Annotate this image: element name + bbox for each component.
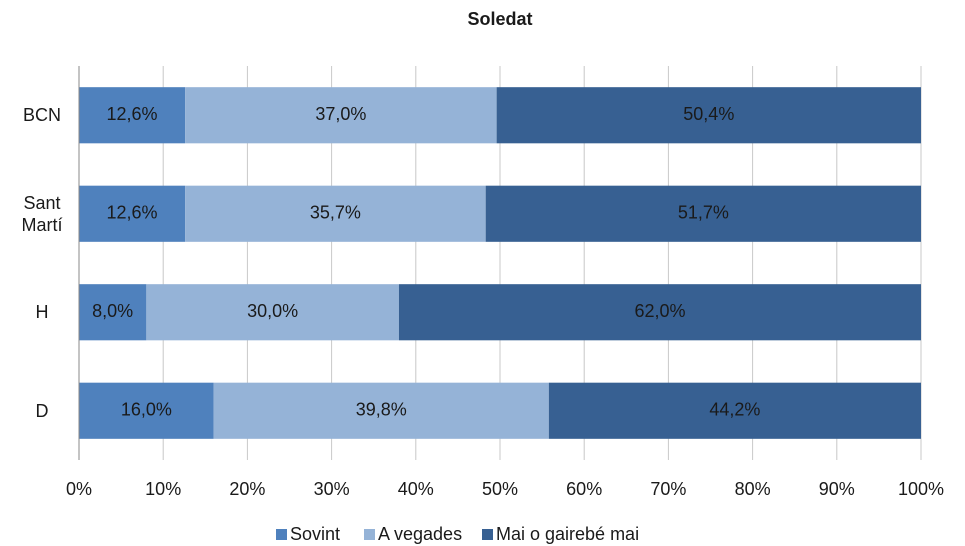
y-tick-label: H bbox=[35, 302, 49, 323]
bar-segment bbox=[185, 87, 497, 144]
y-tick-label: D bbox=[35, 400, 49, 421]
x-tick-label: 100% bbox=[898, 479, 944, 499]
x-tick-label: 30% bbox=[314, 479, 350, 499]
bar-segment bbox=[79, 185, 186, 242]
data-label: 50,4% bbox=[683, 104, 734, 124]
bar-segment bbox=[496, 87, 921, 144]
data-label: 12,6% bbox=[107, 104, 158, 124]
bar-segment bbox=[146, 284, 399, 341]
x-tick-label: 70% bbox=[650, 479, 686, 499]
data-label: 30,0% bbox=[247, 301, 298, 321]
data-label: 39,8% bbox=[356, 400, 407, 420]
legend-label: Mai o gairebé mai bbox=[496, 524, 639, 544]
bar-segment bbox=[79, 382, 214, 439]
x-tick-label: 60% bbox=[566, 479, 602, 499]
legend-swatch bbox=[482, 529, 493, 540]
x-tick-label: 50% bbox=[482, 479, 518, 499]
data-label: 8,0% bbox=[92, 301, 133, 321]
x-tick-label: 80% bbox=[735, 479, 771, 499]
x-tick-label: 0% bbox=[66, 479, 92, 499]
bar-segment bbox=[79, 87, 186, 144]
data-label: 37,0% bbox=[315, 104, 366, 124]
bar-segment bbox=[485, 185, 921, 242]
data-label: 16,0% bbox=[121, 400, 172, 420]
data-label: 12,6% bbox=[107, 203, 158, 223]
data-label: 35,7% bbox=[310, 203, 361, 223]
data-label: 44,2% bbox=[709, 400, 760, 420]
chart-title: Soledat bbox=[467, 9, 532, 29]
data-label: 51,7% bbox=[678, 203, 729, 223]
y-tick-label: BCN bbox=[22, 105, 61, 126]
legend-swatch bbox=[364, 529, 375, 540]
bar-segment bbox=[213, 382, 549, 439]
x-tick-label: 20% bbox=[229, 479, 265, 499]
legend-label: Sovint bbox=[290, 524, 340, 544]
legend-label: A vegades bbox=[378, 524, 462, 544]
bar-segment bbox=[185, 185, 486, 242]
y-tick-label: Sant Martí bbox=[21, 192, 63, 235]
legend-swatch bbox=[276, 529, 287, 540]
x-tick-label: 10% bbox=[145, 479, 181, 499]
bar-segment bbox=[398, 284, 922, 341]
x-tick-label: 40% bbox=[398, 479, 434, 499]
bar-segment bbox=[548, 382, 921, 439]
data-label: 62,0% bbox=[634, 301, 685, 321]
x-tick-label: 90% bbox=[819, 479, 855, 499]
bar-segment bbox=[79, 284, 147, 341]
